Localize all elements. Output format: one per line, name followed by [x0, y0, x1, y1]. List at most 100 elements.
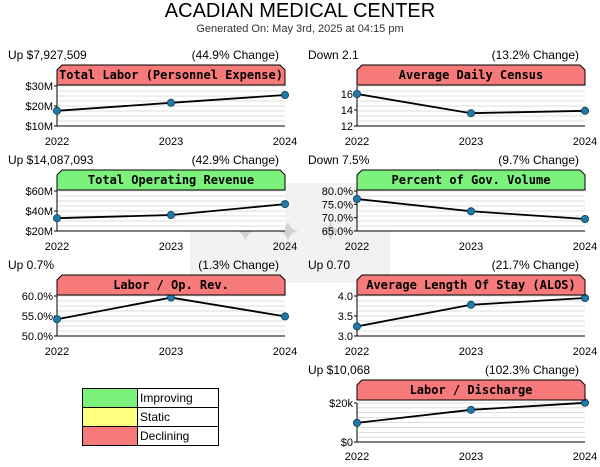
change-percent: (13.2% Change) — [491, 48, 579, 62]
x-tick-label: 2022 — [45, 346, 69, 358]
change-amount: Down 7.5% — [308, 153, 370, 167]
y-tick-label: $40M — [25, 206, 53, 218]
legend-label-static: Static — [137, 407, 219, 427]
chart-panel-1: Up $7,927,509 (44.9% Change) $10M $20M $30M 2… — [0, 48, 300, 152]
change-amount: Up $10,068 — [308, 363, 371, 377]
y-tick-label: 70.0% — [322, 213, 353, 225]
y-tick-label: 60.0% — [22, 291, 53, 303]
x-tick-label: 2023 — [159, 346, 183, 358]
x-tick-label: 2024 — [273, 346, 297, 358]
x-tick-label: 2023 — [459, 346, 483, 358]
x-tick-label: 2022 — [345, 136, 369, 148]
chart-title-banner — [356, 274, 586, 296]
x-tick-label: 2023 — [459, 136, 483, 148]
generated-timestamp: Generated On: May 3rd, 2025 at 04:15 pm — [196, 23, 404, 35]
x-tick-label: 2022 — [345, 241, 369, 253]
chart-title-banner — [356, 379, 586, 401]
change-percent: (102.3% Change) — [484, 363, 579, 377]
line-chart: $20M $40M $60M 2022 2023 2024 Total Operating … — [25, 169, 297, 253]
chart-title: Total Operating Revenue — [88, 173, 254, 187]
y-tick-label: 65.0% — [322, 226, 353, 238]
y-tick-label: $0 — [341, 437, 353, 449]
legend-item-declining: Declining — [82, 426, 219, 446]
data-point — [280, 312, 289, 321]
chart-panel-4: Down 7.5% (9.7% Change) 65.0% 70.0% 75.0% 80.… — [300, 153, 600, 257]
y-tick-label: 75.0% — [322, 199, 353, 211]
x-tick-label: 2023 — [459, 241, 483, 253]
x-tick-label: 2024 — [273, 241, 297, 253]
chart-panel-7: Up $10,068 (102.3% Change) $0 $20k 2022 2023 2… — [300, 363, 600, 467]
x-tick-label: 2023 — [159, 241, 183, 253]
page-title: ACADIAN MEDICAL CENTER — [164, 0, 436, 22]
y-tick-label: $30M — [25, 81, 53, 93]
x-tick-label: 2024 — [573, 346, 597, 358]
data-point — [353, 195, 362, 204]
change-amount: Up $7,927,509 — [8, 48, 87, 62]
x-tick-label: 2023 — [459, 451, 483, 463]
y-tick-label: 80.0% — [322, 186, 353, 198]
legend: Improving Static Declining — [82, 388, 219, 446]
data-point — [466, 207, 475, 216]
line-chart: 3.0 3.5 4.0 2022 2023 2024 Average Length Of S… — [338, 274, 597, 358]
change-percent: (42.9% Change) — [191, 153, 279, 167]
line-chart: 65.0%70.0% 75.0%80.0% 2022 2023 2024 Percent … — [322, 169, 597, 253]
chart-panel-6: Up 0.70 (21.7% Change) 3.0 3.5 4.0 2022 2023 20… — [300, 258, 600, 362]
x-tick-label: 2022 — [345, 346, 369, 358]
legend-swatch-improving — [82, 388, 138, 408]
y-tick-label: 50.0% — [22, 331, 53, 343]
chart-title: Average Daily Census — [399, 68, 544, 82]
legend-label-improving: Improving — [137, 388, 219, 408]
y-tick-label: $10M — [25, 121, 53, 133]
y-tick-label: 16 — [341, 89, 353, 101]
legend-item-improving: Improving — [82, 388, 219, 408]
chart-title: Percent of Gov. Volume — [392, 173, 551, 187]
chart-title-banner — [356, 169, 586, 191]
data-point — [166, 211, 175, 220]
chart-title: Labor / Discharge — [410, 383, 533, 397]
y-tick-label: $20M — [25, 226, 53, 238]
chart-title-banner — [356, 64, 586, 86]
data-point — [353, 90, 362, 99]
data-point — [53, 214, 62, 223]
data-point — [353, 322, 362, 331]
y-tick-label: 4.0 — [338, 291, 353, 303]
line-chart: 12 14 16 2022 2023 2024 Average Daily Census — [341, 64, 597, 148]
x-tick-label: 2022 — [345, 451, 369, 463]
data-point — [353, 418, 362, 427]
y-tick-label: $20k — [329, 398, 353, 410]
chart-title-banner — [56, 64, 286, 86]
data-point — [280, 200, 289, 209]
legend-swatch-declining — [82, 426, 138, 446]
line-chart: $0 $20k 2022 2023 2024 Labor / Discharge — [329, 379, 597, 463]
legend-label-declining: Declining — [137, 426, 219, 446]
chart-title: Average Length Of Stay (ALOS) — [366, 278, 576, 292]
chart-title-banner — [56, 274, 286, 296]
x-tick-label: 2024 — [573, 451, 597, 463]
change-amount: Down 2.1 — [308, 48, 359, 62]
x-tick-label: 2022 — [45, 241, 69, 253]
change-percent: (44.9% Change) — [191, 48, 279, 62]
change-percent: (1.3% Change) — [198, 258, 279, 272]
x-tick-label: 2024 — [573, 241, 597, 253]
change-amount: Up $14,087,093 — [8, 153, 94, 167]
y-tick-label: 12 — [341, 121, 353, 133]
data-point — [280, 91, 289, 100]
chart-title: Labor / Op. Rev. — [113, 278, 229, 292]
y-tick-label: 55.0% — [22, 311, 53, 323]
data-point — [466, 300, 475, 309]
data-point — [580, 106, 589, 115]
change-amount: Up 0.7% — [8, 258, 55, 272]
legend-item-static: Static — [82, 407, 219, 427]
data-point — [53, 106, 62, 115]
x-tick-label: 2024 — [273, 136, 297, 148]
data-point — [466, 109, 475, 118]
chart-title: Total Labor (Personnel Expense) — [59, 68, 283, 82]
data-point — [580, 215, 589, 224]
legend-swatch-static — [82, 407, 138, 427]
y-tick-label: $60M — [25, 186, 53, 198]
x-tick-label: 2023 — [159, 136, 183, 148]
change-amount: Up 0.70 — [308, 258, 351, 272]
change-percent: (21.7% Change) — [491, 258, 579, 272]
line-chart: $10M $20M $30M 2022 2023 2024 Total Labor (Per… — [25, 64, 297, 148]
data-point — [166, 98, 175, 107]
